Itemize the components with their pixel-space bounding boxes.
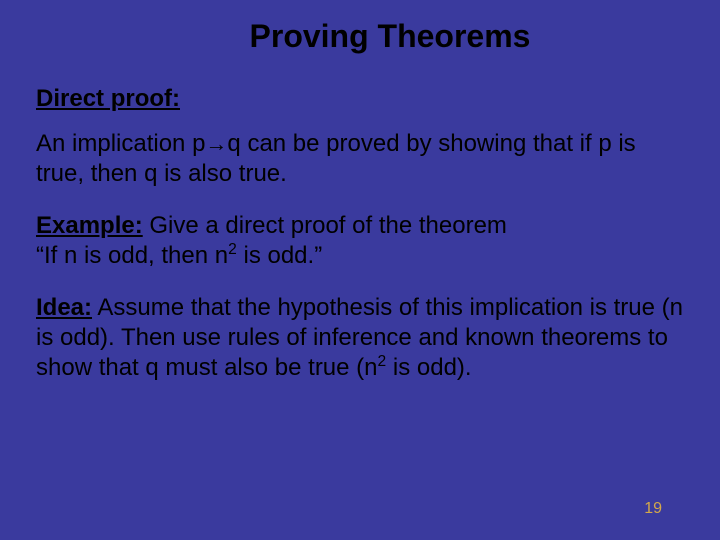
definition-prefix: An implication p: [36, 130, 205, 157]
implication-arrow-icon: →: [205, 131, 227, 156]
example-label: Example:: [36, 212, 143, 239]
example-quote-part2: is odd.”: [237, 242, 322, 269]
section-heading-direct-proof: Direct proof:: [36, 85, 684, 113]
definition-text: An implication p→q can be proved by show…: [36, 129, 684, 189]
idea-label: Idea:: [36, 294, 92, 321]
example-block: Example: Give a direct proof of the theo…: [36, 211, 684, 271]
example-text-before: Give a direct proof of the theorem: [143, 212, 507, 239]
idea-text-part2: is odd).: [386, 354, 471, 381]
idea-exponent: 2: [378, 353, 387, 370]
page-number: 19: [644, 500, 662, 518]
slide-container: Proving Theorems Direct proof: An implic…: [0, 0, 720, 540]
idea-text-part1: Assume that the hypothesis of this impli…: [36, 294, 683, 381]
idea-block: Idea: Assume that the hypothesis of this…: [36, 293, 684, 383]
example-exponent: 2: [228, 241, 237, 258]
example-quote-part1: “If n is odd, then n: [36, 242, 228, 269]
slide-title: Proving Theorems: [36, 18, 684, 55]
